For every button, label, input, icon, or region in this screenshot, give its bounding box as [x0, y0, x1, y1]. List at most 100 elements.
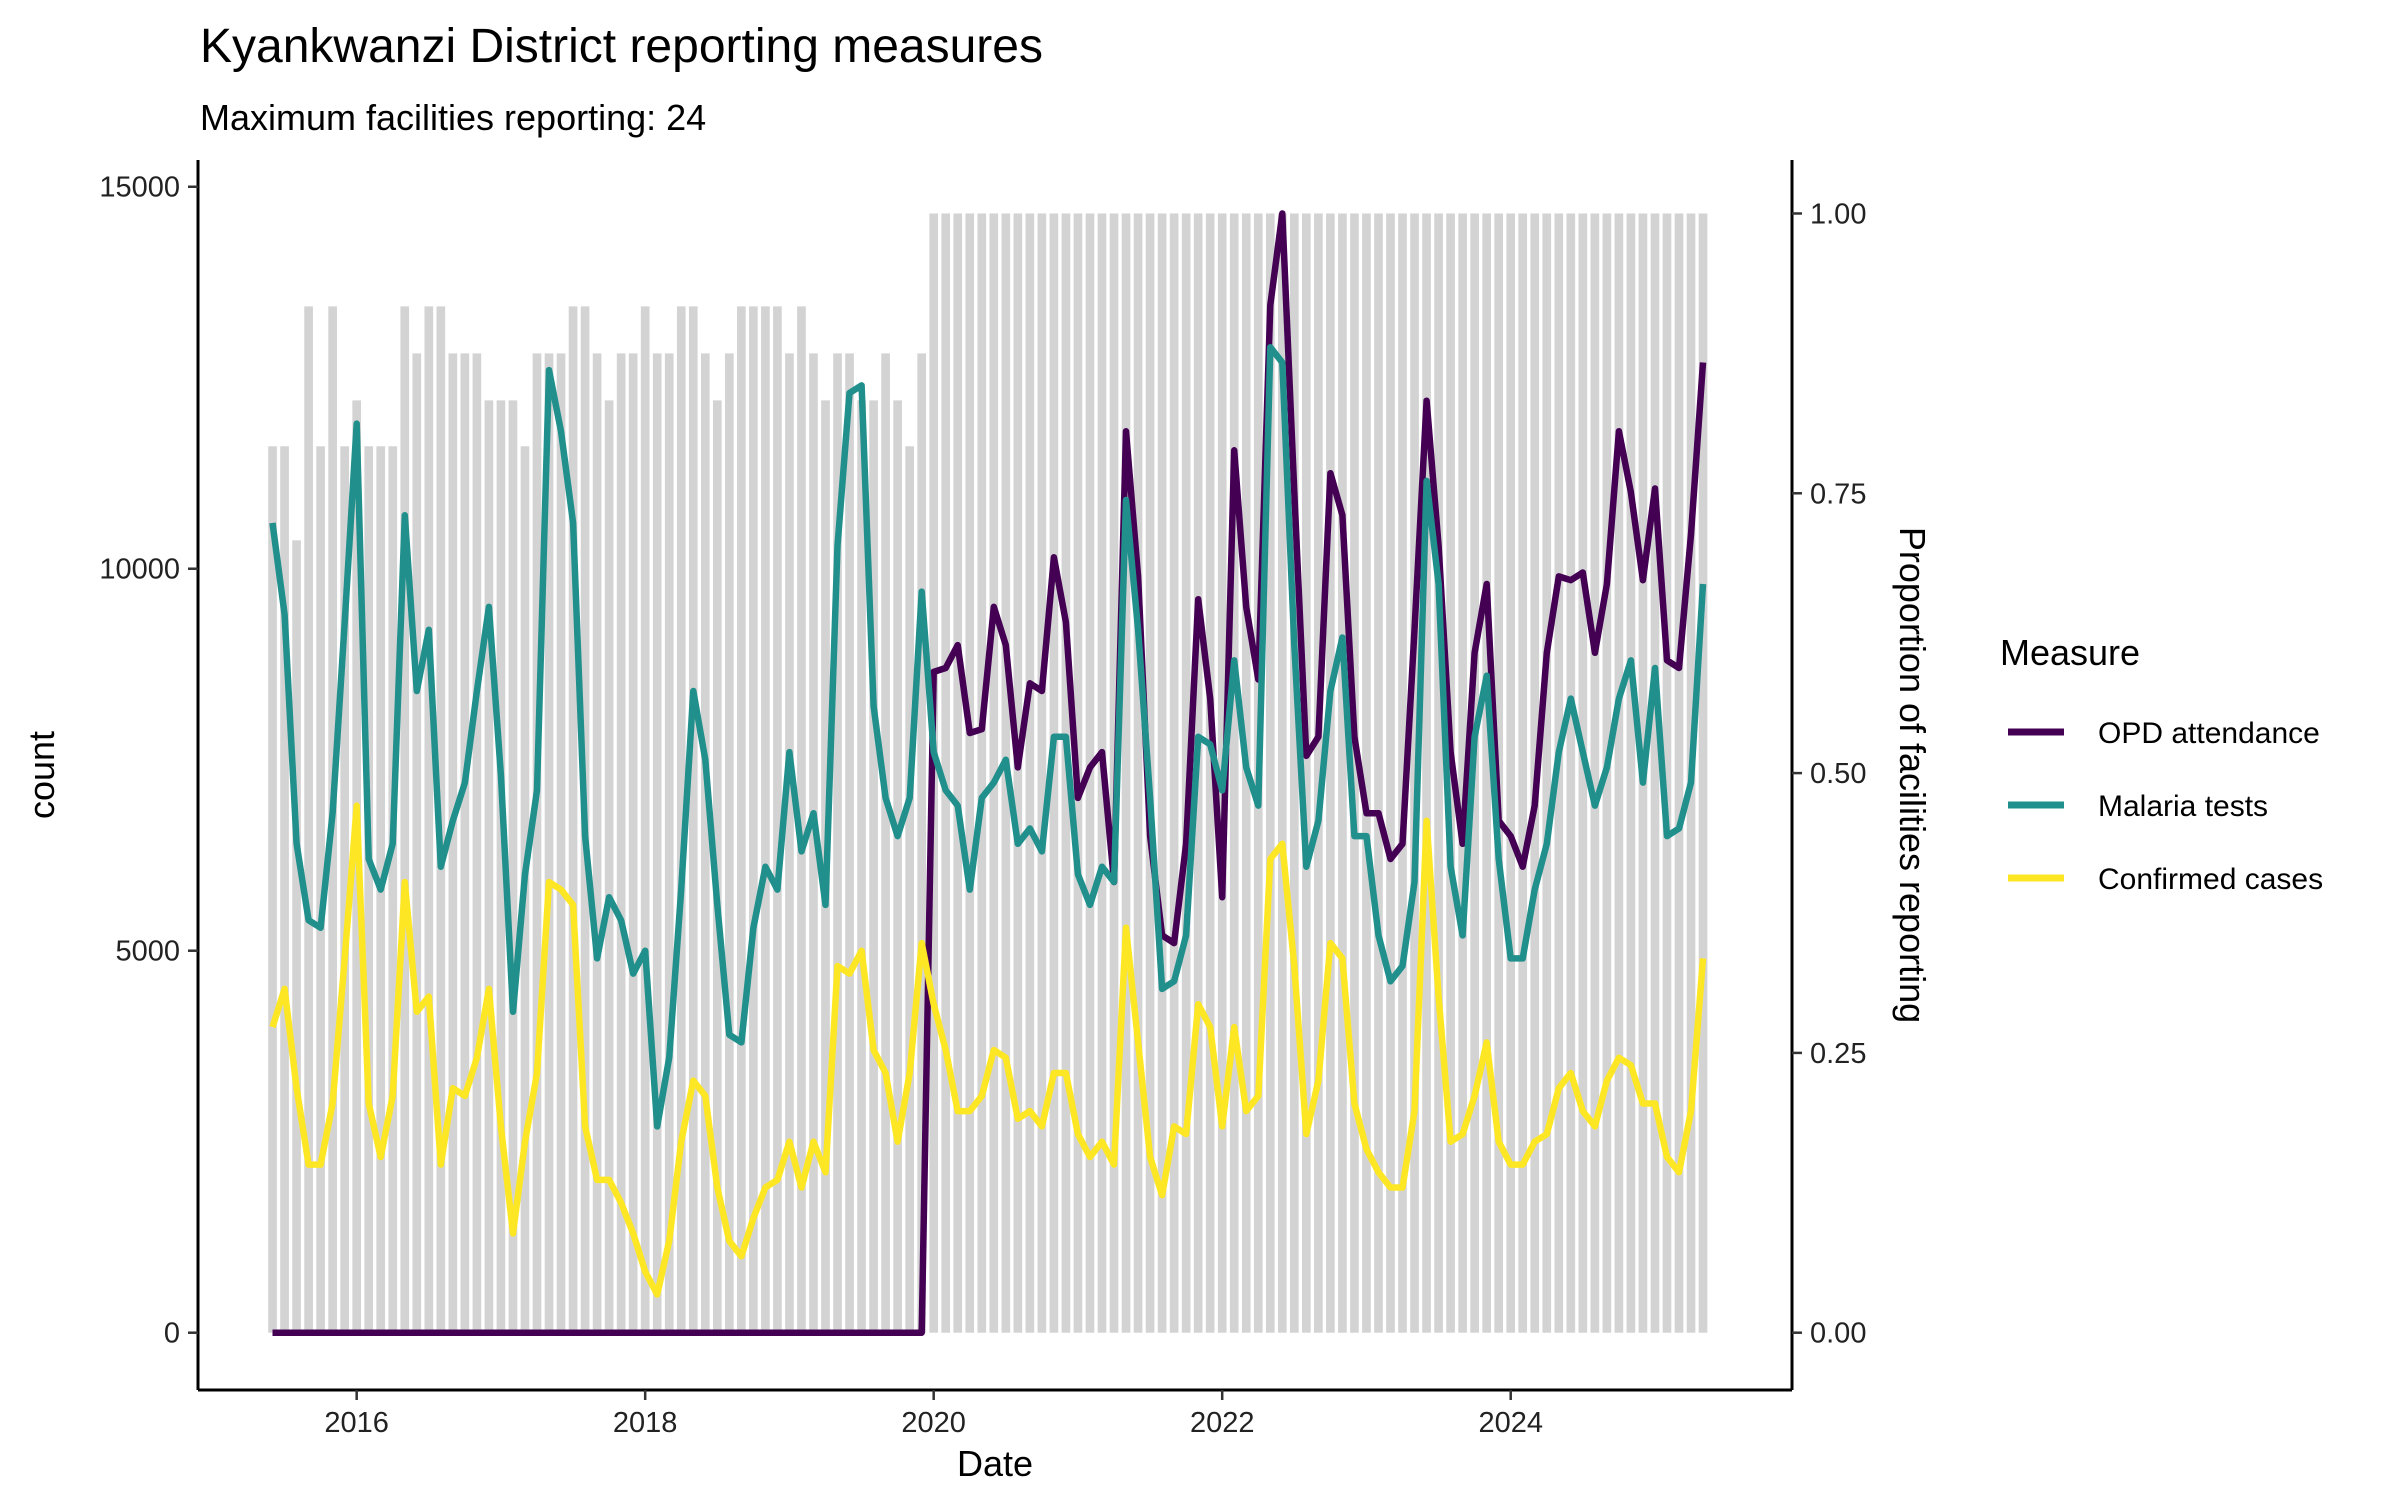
reporting-bar	[1013, 213, 1023, 1333]
series-line-tests	[269, 343, 1707, 1130]
reporting-bar	[1674, 213, 1684, 1333]
reporting-bar	[268, 446, 277, 1333]
reporting-bar	[1314, 213, 1323, 1333]
reporting-bar	[616, 353, 626, 1333]
reporting-bar	[1506, 213, 1516, 1333]
reporting-bar	[1698, 213, 1708, 1333]
x-axis-ticks: 2016 2018 2020 2022 2024	[324, 1390, 1543, 1439]
reporting-bar	[1289, 213, 1299, 1333]
reporting-bar	[640, 306, 650, 1333]
reporting-bar	[496, 400, 506, 1333]
reporting-bar	[1121, 213, 1131, 1333]
reporting-bar	[1398, 213, 1407, 1333]
reporting-bar	[340, 446, 349, 1333]
reporting-bar	[1434, 213, 1443, 1333]
y-axis-left-ticks: 0 5000 10000 15000	[99, 172, 198, 1350]
reporting-bar	[857, 400, 866, 1333]
reporting-bar	[424, 306, 434, 1333]
series-lines	[269, 210, 1707, 1336]
reporting-bar	[652, 353, 662, 1333]
reporting-bar	[797, 306, 806, 1333]
x-axis-title: Date	[957, 1443, 1033, 1484]
reporting-bar	[953, 213, 963, 1333]
y-tick-label: 5000	[115, 936, 180, 968]
reporting-bar	[364, 446, 374, 1333]
reporting-bar	[1338, 213, 1347, 1333]
reporting-bar	[448, 353, 458, 1333]
reporting-bar	[1662, 213, 1672, 1333]
reporting-bar	[544, 353, 554, 1333]
reporting-bar	[1265, 213, 1275, 1333]
x-tick-label: 2016	[324, 1407, 389, 1439]
reporting-bar	[460, 353, 470, 1333]
reporting-bar	[388, 446, 398, 1333]
reporting-bar	[1542, 213, 1552, 1333]
reporting-bar	[1578, 213, 1588, 1333]
reporting-bar	[845, 353, 854, 1333]
series-line-cases	[269, 802, 1707, 1298]
reporting-bar	[1458, 213, 1467, 1333]
x-tick-label: 2018	[613, 1407, 678, 1439]
reporting-bar	[568, 306, 578, 1333]
y-axis-right-ticks: 0.00 0.25 0.50 0.75 1.00	[1792, 198, 1866, 1350]
reporting-bar	[1157, 213, 1167, 1333]
reporting-bar	[280, 446, 289, 1333]
reporting-bar	[688, 306, 698, 1333]
reporting-bar	[412, 353, 422, 1333]
y2-tick-label: 1.00	[1810, 198, 1866, 230]
y-tick-label: 10000	[99, 554, 180, 586]
x-tick-label: 2022	[1190, 1407, 1255, 1439]
y2-tick-label: 0.25	[1810, 1038, 1866, 1070]
reporting-bar	[1482, 213, 1491, 1333]
reporting-bar	[472, 353, 482, 1333]
reporting-bar	[1374, 213, 1383, 1333]
reporting-bar	[508, 400, 518, 1333]
reporting-bar	[905, 446, 914, 1333]
reporting-bar	[664, 353, 674, 1333]
reporting-bar	[532, 353, 542, 1333]
reporting-bar	[1205, 213, 1215, 1333]
reporting-bar	[1590, 213, 1600, 1333]
y-axis-title: count	[21, 731, 62, 819]
series-line-opd	[272, 210, 1707, 1336]
reporting-bar	[1025, 213, 1035, 1333]
reporting-bar	[833, 353, 842, 1333]
reporting-bar	[604, 400, 614, 1333]
reporting-bar	[1422, 213, 1431, 1333]
legend-label-confirmed-cases: Confirmed cases	[2098, 863, 2323, 896]
reporting-bar	[1362, 213, 1371, 1333]
reporting-bar	[1566, 213, 1576, 1333]
chart-subtitle: Maximum facilities reporting: 24	[200, 97, 706, 138]
reporting-bar	[1626, 213, 1636, 1333]
x-tick-label: 2020	[901, 1407, 966, 1439]
reporting-bar	[977, 213, 987, 1333]
reporting-bar	[592, 353, 602, 1333]
reporting-bar	[1650, 213, 1660, 1333]
y2-tick-label: 0.75	[1810, 478, 1866, 510]
reporting-bar	[1169, 213, 1179, 1333]
legend-label-opd-attendance: OPD attendance	[2098, 717, 2320, 750]
reporting-bar	[292, 540, 301, 1333]
reporting-bar	[1614, 213, 1624, 1333]
reporting-bar	[1133, 213, 1143, 1333]
reporting-bar	[749, 306, 758, 1333]
reporting-bar	[628, 353, 638, 1333]
reporting-bar	[881, 353, 890, 1333]
reporting-bar	[1037, 213, 1047, 1333]
reporting-bar	[1326, 213, 1335, 1333]
y-tick-label: 15000	[99, 172, 180, 204]
reporting-bar	[737, 306, 746, 1333]
legend: Measure OPD attendance Malaria tests Con…	[2000, 632, 2323, 896]
reporting-bar	[869, 400, 878, 1333]
reporting-bar	[700, 353, 710, 1333]
chart-title: Kyankwanzi District reporting measures	[200, 20, 1043, 73]
reporting-bar	[1302, 213, 1311, 1333]
reporting-bar	[941, 213, 951, 1333]
y2-tick-label: 0.00	[1810, 1318, 1866, 1350]
reporting-bar	[304, 306, 313, 1333]
reporting-bar	[316, 446, 325, 1333]
reporting-bar	[484, 400, 494, 1333]
reporting-bar	[809, 353, 818, 1333]
legend-label-malaria-tests: Malaria tests	[2098, 790, 2268, 823]
